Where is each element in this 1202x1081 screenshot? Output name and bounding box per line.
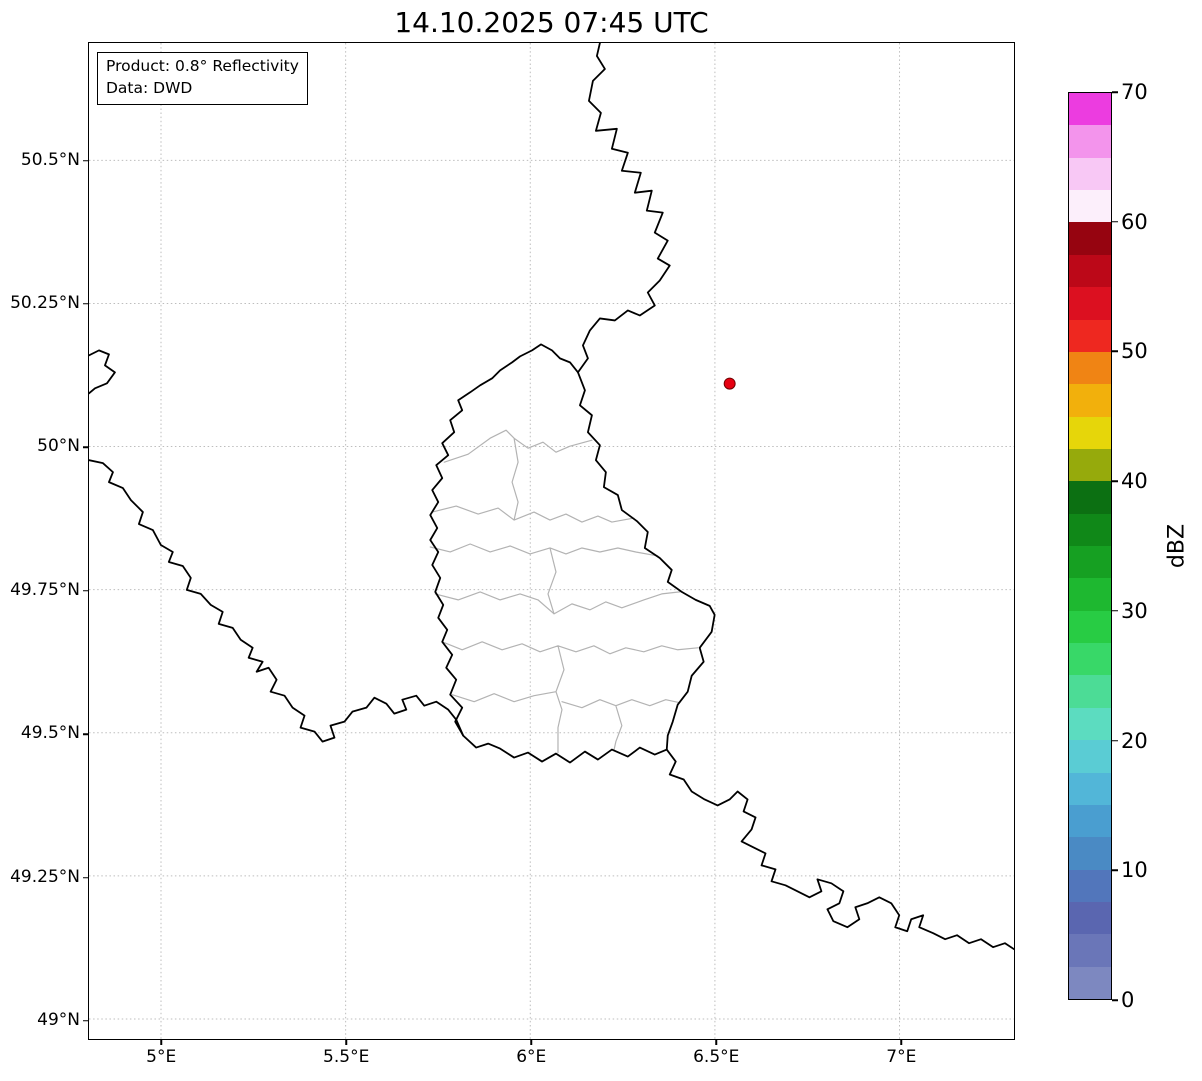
colorbar-segment	[1069, 740, 1111, 773]
colorbar-tick-mark	[1112, 91, 1118, 93]
colorbar-tick-label: 30	[1121, 598, 1148, 623]
colorbar-tick-label: 20	[1121, 728, 1148, 753]
colorbar-segment	[1069, 481, 1111, 514]
border-germany-france	[665, 748, 1014, 951]
colorbar-segment	[1069, 157, 1111, 191]
colorbar-tick-mark	[1112, 350, 1118, 353]
colorbar-segment	[1069, 837, 1111, 870]
y-tick-mark	[83, 590, 88, 592]
x-tick-label: 6°E	[516, 1047, 547, 1067]
luxembourg-canton-borders	[429, 429, 699, 754]
y-tick-label: 49.75°N	[10, 579, 80, 600]
colorbar-segment	[1069, 578, 1111, 611]
y-tick-label: 50°N	[37, 436, 80, 457]
colorbar-segment	[1069, 254, 1111, 288]
x-tick-mark	[160, 1040, 162, 1045]
map-plot: Product: 0.8° Reflectivity Data: DWD	[88, 42, 1015, 1040]
border-luxembourg	[429, 343, 716, 764]
y-tick-mark	[83, 733, 88, 735]
y-tick-mark	[83, 303, 88, 305]
colorbar-axis-label: dBZ	[1164, 523, 1190, 569]
product-info-line2: Data: DWD	[106, 78, 193, 97]
x-tick-label: 6.5°E	[693, 1047, 740, 1067]
colorbar-tick-label: 10	[1121, 858, 1148, 883]
colorbar-tick-mark	[1112, 220, 1118, 223]
colorbar-segment	[1069, 319, 1111, 352]
y-tick-label: 49.25°N	[10, 866, 80, 887]
product-info-line1: Product: 0.8° Reflectivity	[106, 57, 299, 75]
y-tick-label: 49°N	[37, 1009, 80, 1030]
district-borders	[429, 429, 699, 754]
colorbar-tick-mark	[1112, 999, 1118, 1001]
colorbar-tick-mark	[1112, 610, 1118, 612]
colorbar-segment	[1069, 966, 1111, 1000]
y-tick-mark	[83, 1020, 88, 1022]
colorbar-tick-mark	[1112, 739, 1118, 742]
radar-site-marker	[723, 377, 736, 390]
colorbar-segment	[1069, 869, 1111, 902]
colorbar-segment	[1069, 93, 1111, 126]
colorbar-segment	[1069, 384, 1111, 417]
colorbar-segment	[1069, 901, 1111, 935]
colorbar-tick-label: 40	[1121, 469, 1148, 494]
y-tick-mark	[83, 876, 88, 879]
x-tick-mark	[345, 1040, 347, 1045]
x-tick-mark	[900, 1040, 903, 1045]
colorbar-segment	[1069, 675, 1111, 708]
x-tick-label: 5.5°E	[323, 1047, 370, 1067]
product-info-box: Product: 0.8° Reflectivity Data: DWD	[97, 52, 308, 106]
colorbar-tick-label: 70	[1121, 80, 1148, 104]
x-tick-label: 5°E	[146, 1047, 177, 1067]
country-borders	[89, 43, 1014, 951]
x-tick-mark	[715, 1040, 717, 1045]
colorbar-segment	[1069, 772, 1111, 805]
y-tick-mark	[83, 446, 88, 449]
colorbar	[1068, 92, 1112, 1000]
colorbar-segment	[1069, 287, 1111, 320]
colorbar-segment	[1069, 546, 1111, 579]
figure-title: 14.10.2025 07:45 UTC	[394, 6, 709, 39]
y-tick-label: 50.5°N	[20, 149, 80, 170]
colorbar-segment	[1069, 934, 1111, 967]
map-canvas	[89, 43, 1014, 1039]
border-france-west-notch	[89, 349, 116, 395]
y-tick-label: 49.5°N	[20, 723, 80, 744]
colorbar-segment	[1069, 610, 1111, 644]
grid-lines	[89, 43, 1014, 1039]
colorbar-tick-label: 50	[1121, 339, 1148, 364]
colorbar-segment	[1069, 125, 1111, 158]
colorbar-segment	[1069, 351, 1111, 385]
colorbar-tick-label: 60	[1121, 209, 1148, 234]
colorbar-tick-mark	[1112, 480, 1118, 482]
colorbar-segment	[1069, 513, 1111, 547]
colorbar-segment	[1069, 416, 1111, 449]
border-belgium-germany	[577, 43, 671, 374]
x-tick-mark	[530, 1040, 532, 1045]
y-tick-label: 50.25°N	[10, 292, 80, 313]
x-tick-label: 7°E	[886, 1047, 917, 1067]
colorbar-tick-mark	[1112, 869, 1118, 872]
colorbar-tick-label: 0	[1121, 988, 1135, 1012]
y-tick-mark	[83, 159, 88, 162]
colorbar-segment	[1069, 190, 1111, 223]
colorbar-segment	[1069, 643, 1111, 676]
colorbar-segment	[1069, 804, 1111, 838]
colorbar-segment	[1069, 222, 1111, 255]
colorbar-segment	[1069, 448, 1111, 482]
border-france-belgium	[89, 459, 465, 743]
colorbar-segment	[1069, 707, 1111, 741]
